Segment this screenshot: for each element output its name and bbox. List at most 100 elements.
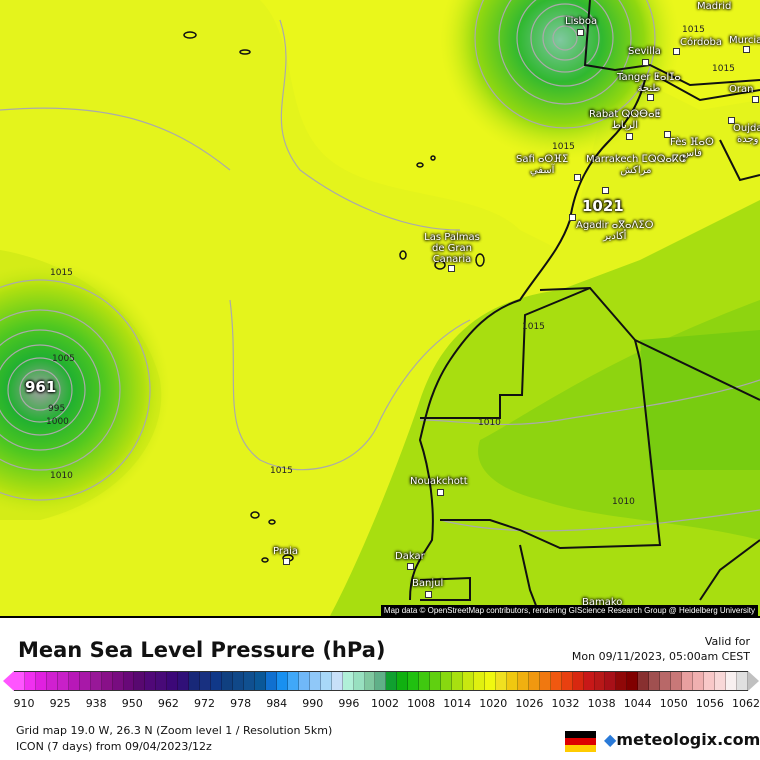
color-swatch: [79, 672, 91, 690]
color-swatch: [200, 672, 212, 690]
color-swatch: [276, 672, 288, 690]
tick-label: 1008: [407, 697, 436, 710]
color-swatch: [178, 672, 190, 690]
isobar-label: 1015: [270, 466, 293, 476]
color-swatch: [112, 672, 124, 690]
color-swatch: [408, 672, 420, 690]
tick-label: 1062: [732, 697, 760, 710]
isobar-label: 1015: [522, 322, 545, 332]
color-swatch: [682, 672, 694, 690]
isobar-label: 1015: [712, 64, 735, 74]
color-swatch: [145, 672, 157, 690]
city-label: Murcia: [729, 35, 760, 46]
color-swatch: [233, 672, 245, 690]
color-swatch: [561, 672, 573, 690]
color-swatch: [14, 672, 25, 690]
valid-time: Valid for Mon 09/11/2023, 05:00am CEST: [571, 635, 750, 663]
isobar-label: 1005: [52, 354, 75, 364]
legend-left-arrow: [3, 671, 14, 691]
tick-label: 925: [49, 697, 71, 710]
tick-label: 1050: [659, 697, 688, 710]
high-center-value: 1021: [582, 197, 624, 215]
tick-label: 1020: [479, 697, 508, 710]
color-swatch: [364, 672, 376, 690]
color-swatch: [506, 672, 518, 690]
map-attribution[interactable]: Map data © OpenStreetMap contributors, r…: [380, 605, 758, 616]
city-label: Córdoba: [680, 37, 722, 48]
isobar-label: 1010: [612, 497, 635, 507]
city-label: Lisboa: [565, 16, 598, 27]
legend-right-arrow: [748, 671, 759, 691]
tick-label: 1032: [551, 697, 580, 710]
color-swatch: [605, 672, 617, 690]
borders-coastlines: [409, 0, 760, 616]
color-swatch: [660, 672, 672, 690]
color-swatch: [495, 672, 507, 690]
city-label: Safi ⴰⵙⴼⵉ آسفي: [516, 154, 569, 176]
color-swatch: [572, 672, 584, 690]
city-label: Fès ⴼⴰⵙ فاس: [670, 137, 714, 159]
city-label: Bamako: [582, 597, 623, 608]
color-swatch: [167, 672, 179, 690]
tick-label: 990: [302, 697, 324, 710]
color-swatch: [736, 672, 748, 690]
color-swatch: [309, 672, 321, 690]
color-swatch: [715, 672, 726, 690]
color-swatch: [484, 672, 496, 690]
color-swatch: [123, 672, 135, 690]
color-swatch: [583, 672, 595, 690]
color-swatch: [211, 672, 223, 690]
brand-logo[interactable]: ◆meteologix.com: [604, 730, 760, 749]
color-swatch: [517, 672, 529, 690]
city-label: Rabat ⵕⵕⴱⴰⵟ الرباط: [589, 109, 661, 131]
color-swatch: [46, 672, 58, 690]
city-label: Agadir ⴰⴳⴰⴷⵉⵔ أكادير: [576, 220, 654, 242]
color-scale-bar: [14, 671, 748, 691]
tick-label: 962: [157, 697, 179, 710]
color-swatch: [550, 672, 562, 690]
color-swatch: [342, 672, 354, 690]
pressure-map[interactable]: 1015 1015 1015 1015 1010 1010 1010 1005 …: [0, 0, 760, 618]
tick-label: 972: [194, 697, 215, 710]
city-label: Nouakchott: [410, 476, 468, 487]
color-swatch: [189, 672, 201, 690]
color-swatch: [649, 672, 661, 690]
color-swatch: [638, 672, 650, 690]
color-swatch: [24, 672, 36, 690]
color-swatch: [254, 672, 266, 690]
map-title: Mean Sea Level Pressure (hPa): [18, 638, 386, 662]
color-swatch: [627, 672, 639, 690]
color-swatch: [441, 672, 453, 690]
city-label: Marrakech ⵎⵕⵕⴰⴽⵛ مراكش: [586, 154, 686, 176]
city-label: Praia: [273, 546, 298, 557]
city-label: Oran: [729, 84, 754, 95]
isobar-label: 1010: [478, 418, 501, 428]
tick-label: 950: [121, 697, 143, 710]
color-swatch: [528, 672, 540, 690]
color-swatch: [287, 672, 299, 690]
tick-label: 1014: [443, 697, 472, 710]
color-swatch: [57, 672, 69, 690]
color-swatch: [474, 672, 485, 690]
color-swatch: [265, 672, 277, 690]
isobar-label: 1000: [46, 417, 69, 427]
city-label: Tanger ⵟⴰⵏⵊⴰ طنجة: [617, 72, 681, 94]
tick-label: 1038: [587, 697, 616, 710]
color-swatch: [452, 672, 464, 690]
color-swatch: [594, 672, 606, 690]
isobars: [0, 0, 760, 532]
isobar-label: 1015: [552, 142, 575, 152]
isobar-label: 1015: [682, 25, 705, 35]
color-swatch: [134, 672, 146, 690]
color-swatch: [693, 672, 705, 690]
city-label: Dakar: [395, 551, 425, 562]
city-label: Madrid: [697, 1, 732, 12]
tick-label: 938: [85, 697, 107, 710]
tick-label: 1044: [623, 697, 652, 710]
color-swatch: [68, 672, 80, 690]
color-swatch: [353, 672, 365, 690]
tick-label: 910: [13, 697, 35, 710]
tick-label: 978: [230, 697, 252, 710]
color-swatch: [320, 672, 332, 690]
grid-info: Grid map 19.0 W, 26.3 N (Zoom level 1 / …: [16, 724, 333, 737]
